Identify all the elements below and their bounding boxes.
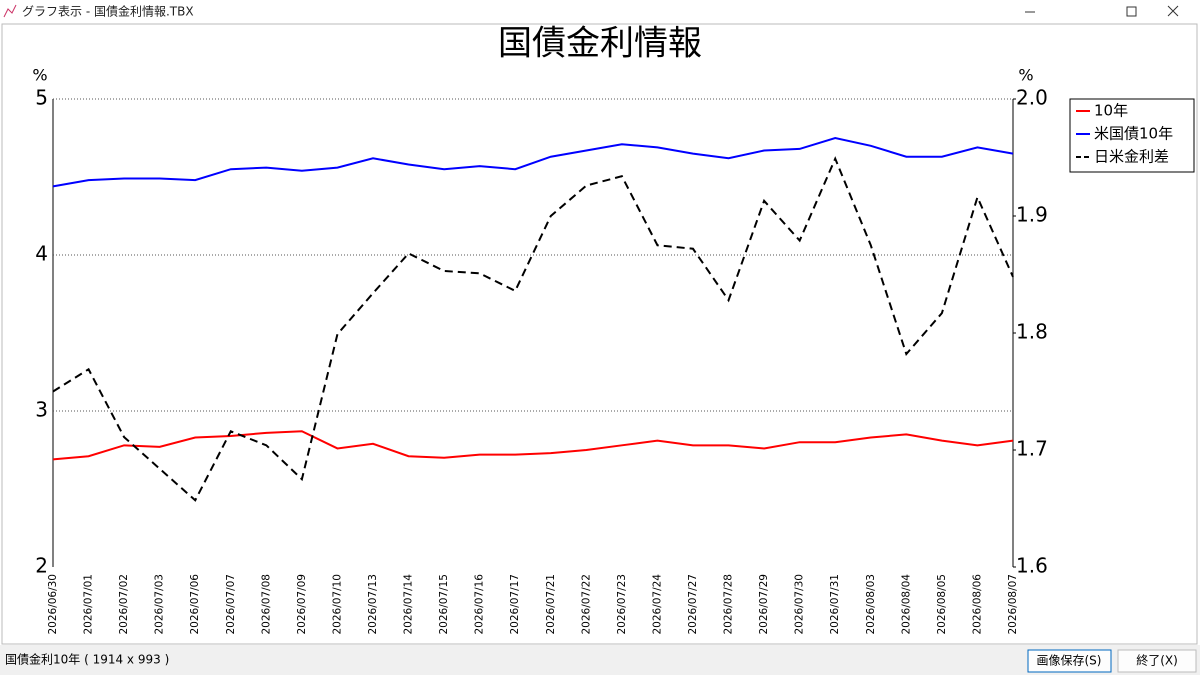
y2-tick-label: 1.9	[1016, 203, 1048, 227]
x-tick-label: 2026/07/16	[474, 574, 486, 635]
y-tick-label: 4	[35, 242, 48, 266]
x-tick-label: 2026/08/07	[1007, 574, 1019, 635]
x-tick-label: 2026/07/24	[651, 574, 663, 635]
maximize[interactable]	[1126, 6, 1137, 17]
x-tick-label: 2026/07/15	[438, 574, 450, 635]
x-tick-label: 2026/08/06	[971, 574, 983, 635]
x-tick-label: 2026/07/21	[545, 574, 557, 635]
x-tick-label: 2026/07/06	[189, 574, 201, 635]
chart-frame	[1, 23, 1198, 645]
x-tick-label: 2026/07/03	[154, 574, 166, 635]
x-tick-label: 2026/08/05	[936, 574, 948, 635]
exit-button-label[interactable]: 終了(X)	[1136, 653, 1178, 668]
y-tick-label: 2	[35, 554, 48, 578]
x-tick-label: 2026/07/13	[367, 574, 379, 635]
x-tick-label: 2026/08/04	[900, 574, 912, 635]
x-tick-label: 2026/07/09	[296, 574, 308, 635]
x-tick-label: 2026/08/03	[865, 574, 877, 635]
y2-unit: %	[1018, 66, 1033, 85]
x-tick-label: 2026/07/28	[723, 574, 735, 635]
y2-tick-label: 1.8	[1016, 320, 1048, 344]
x-tick-label: 2026/07/07	[225, 574, 237, 635]
y2-tick-label: 1.7	[1016, 437, 1048, 461]
legend	[1069, 98, 1195, 173]
legend-label: 米国債10年	[1094, 125, 1173, 143]
chart-title: 国債金利情報	[498, 24, 702, 64]
x-tick-label: 2026/07/27	[687, 574, 699, 635]
x-tick-label: 2026/07/08	[260, 574, 272, 635]
legend-label: 10年	[1094, 102, 1128, 120]
x-tick-label: 2026/07/30	[794, 574, 806, 635]
y-tick-label: 3	[35, 398, 48, 422]
save-button[interactable]	[1027, 649, 1112, 673]
close[interactable]	[1167, 5, 1179, 17]
status-bar	[0, 645, 1200, 675]
x-tick-label: 2026/07/31	[829, 574, 841, 635]
y2-tick-label: 2.0	[1016, 86, 1048, 110]
x-tick-label: 2026/07/02	[118, 574, 130, 635]
x-tick-label: 2026/07/14	[403, 574, 415, 635]
status-text: 国債金利10年 ( 1914 x 993 )	[5, 652, 169, 667]
app-icon	[3, 4, 17, 18]
window-title: グラフ表示 - 国債金利情報.TBX	[22, 4, 194, 19]
x-tick-label: 2026/07/23	[616, 574, 628, 635]
x-tick-label: 2026/07/01	[83, 574, 95, 635]
y-unit: %	[32, 66, 47, 85]
exit-button[interactable]	[1117, 649, 1197, 673]
x-tick-label: 2026/07/22	[580, 574, 592, 635]
save-button-label[interactable]: 画像保存(S)	[1037, 654, 1102, 668]
y2-tick-label: 1.6	[1016, 554, 1048, 578]
series-line	[52, 430, 1014, 461]
x-tick-label: 2026/07/29	[758, 574, 770, 635]
x-tick-label: 2026/06/30	[47, 574, 59, 635]
x-tick-label: 2026/07/10	[331, 574, 343, 635]
series-line	[52, 136, 1014, 188]
legend-label: 日米金利差	[1094, 148, 1169, 166]
y-tick-label: 5	[35, 86, 48, 110]
series-line	[52, 156, 1014, 502]
x-tick-label: 2026/07/17	[509, 574, 521, 635]
